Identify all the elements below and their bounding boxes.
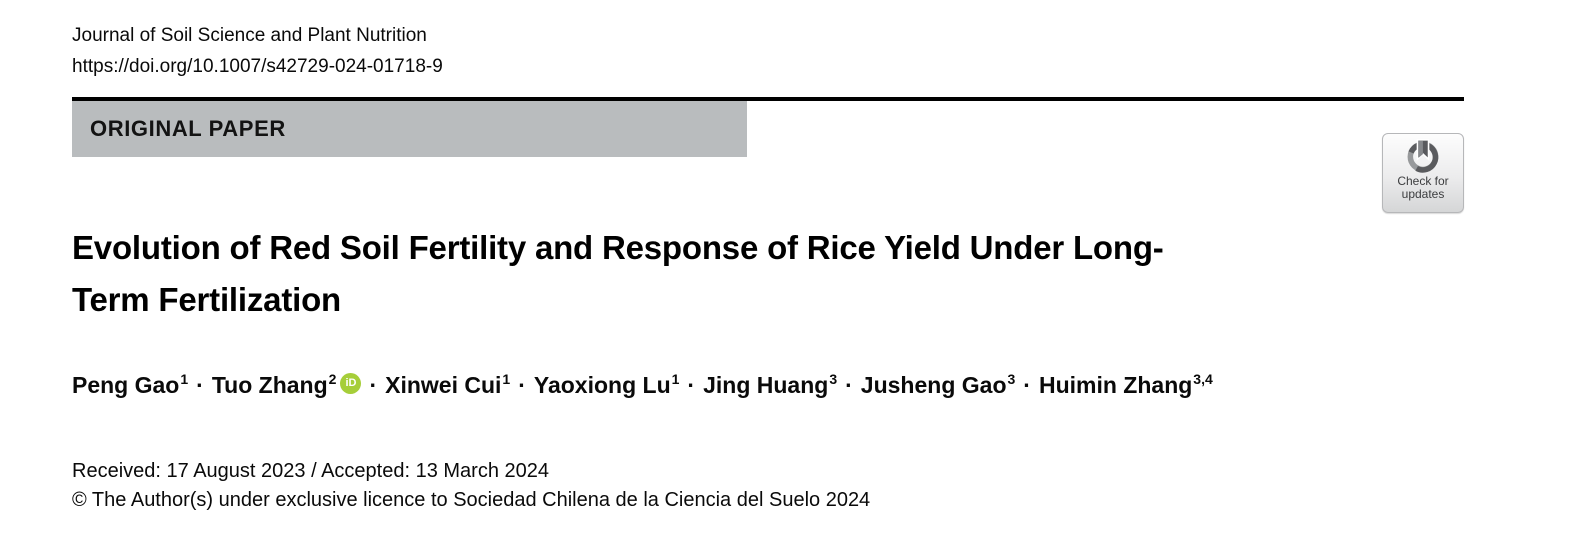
author-separator: · [845,372,853,398]
badge-line2: updates [1401,187,1445,201]
author-huimin-zhang: Huimin Zhang3,4 [1038,371,1213,398]
check-for-updates-badge[interactable]: Check for updates [1382,133,1464,213]
copyright-line: © The Author(s) under exclusive licence … [72,489,871,511]
author-separator: · [196,372,204,398]
author-xinwei-cui: Xinwei Cui1 [385,371,511,398]
article-type-label: ORIGINAL PAPER [90,116,286,141]
author-jusheng-gao: Jusheng Gao3 [860,371,1016,398]
author-peng-gao: Peng Gao1 [72,371,189,398]
journal-name: Journal of Soil Science and Plant Nutrit… [72,25,427,46]
header-rule [72,97,1464,101]
received-accepted-line: Received: 17 August 2023 / Accepted: 13 … [72,460,549,482]
author-separator: · [687,372,696,398]
author-affiliation-sup: 1 [502,371,511,387]
author-jing-huang: Jing Huang3 [703,371,838,398]
crossmark-bookmark-icon [1407,138,1439,173]
author-separator: · [1023,372,1031,398]
author-affiliation-sup: 2 [328,371,337,387]
article-title-line1: Evolution of Red Soil Fertility and Resp… [72,229,1164,266]
author-affiliation-sup: 1 [671,371,680,387]
check-for-updates-label: Check for updates [1397,175,1448,201]
badge-line1: Check for [1397,174,1449,188]
orcid-icon[interactable]: iD [340,373,362,394]
author-affiliation-sup: 1 [180,371,189,387]
article-history: Received: 17 August 2023 / Accepted: 13 … [72,457,870,515]
article-title: Evolution of Red Soil Fertility and Resp… [72,222,1164,326]
author-yaoxiong-lu: Yaoxiong Lu1 [533,371,680,398]
author-list: Peng Gao1 · Tuo Zhang2 iD · Xinwei Cui1 · Yaoxi… [72,368,1213,402]
author-separator: · [518,372,526,398]
author-separator: · [369,372,378,398]
author-affiliation-sup: 3 [829,371,838,387]
author-tuo-zhang: Tuo Zhang2 iD [212,372,362,398]
article-title-line2: Term Fertilization [72,281,341,318]
author-affiliation-sup: 3,4 [1193,371,1213,387]
doi-link[interactable]: https://doi.org/10.1007/s42729-024-01718… [72,56,443,77]
author-affiliation-sup: 3 [1007,371,1016,387]
article-type-banner: ORIGINAL PAPER [72,101,747,157]
